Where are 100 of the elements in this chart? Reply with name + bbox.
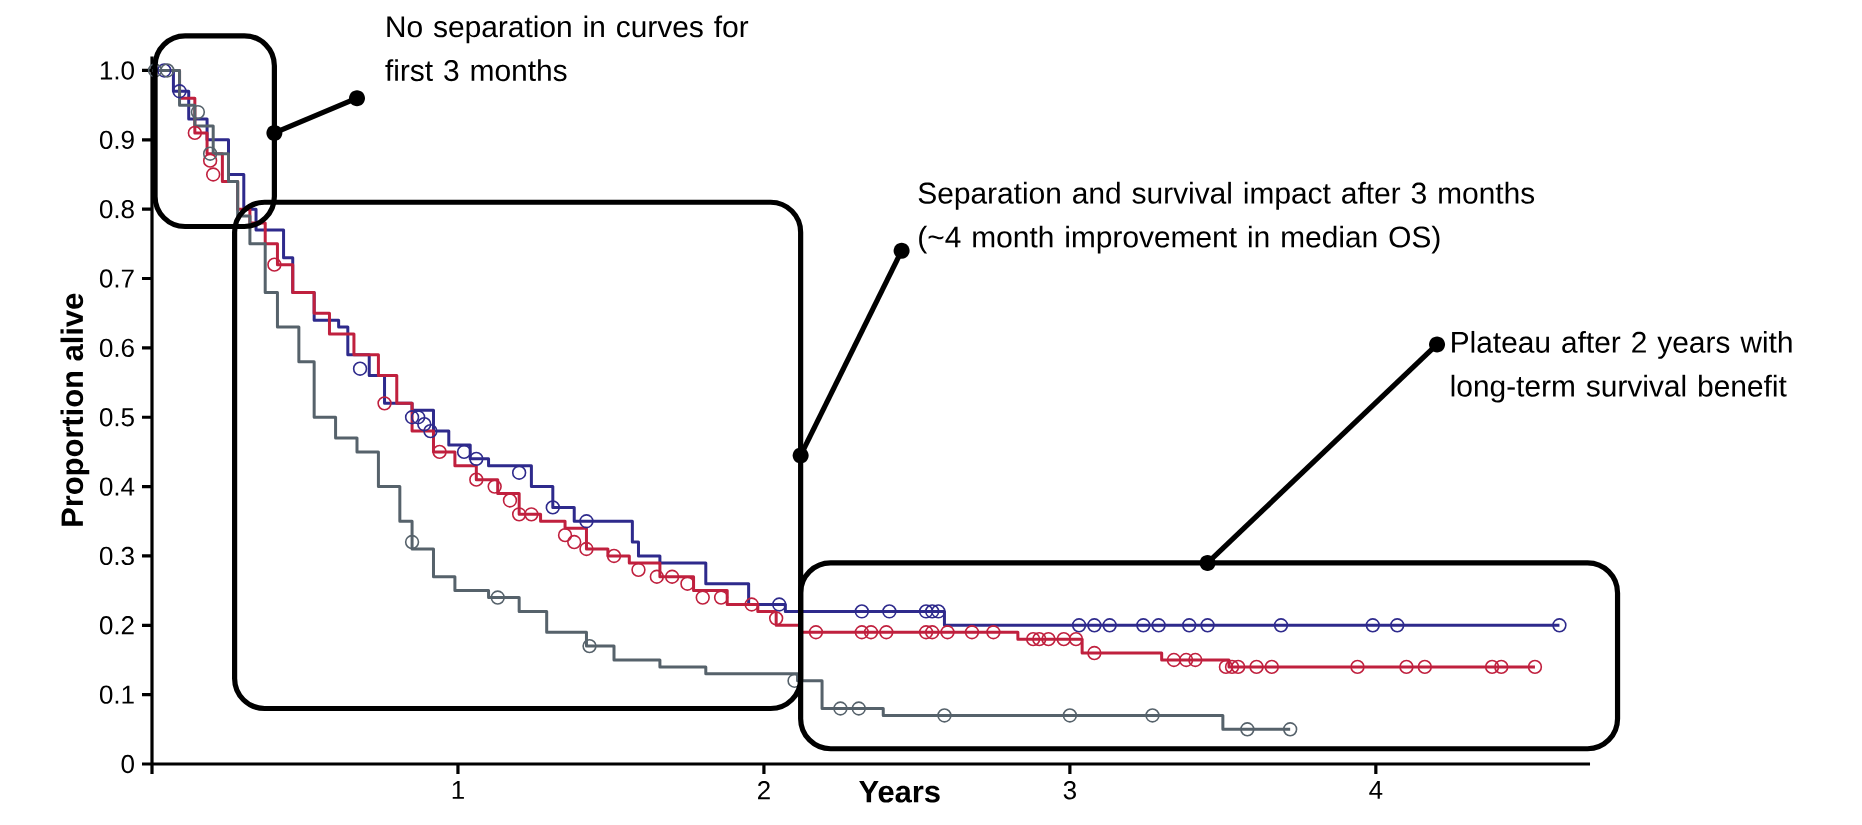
point	[511, 465, 527, 480]
point	[469, 451, 484, 467]
point	[854, 604, 870, 619]
point	[1151, 618, 1166, 633]
point	[456, 444, 472, 460]
point	[1025, 631, 1041, 647]
y-tick-label: 1.0	[100, 61, 134, 80]
point	[808, 625, 824, 640]
point	[423, 423, 438, 439]
point	[1218, 659, 1234, 675]
annotation: Plateau after 2 years with long-term survival benefit	[1451, 330, 1792, 403]
x-tick-label: 2	[758, 781, 770, 800]
point	[649, 569, 665, 584]
point	[713, 590, 729, 605]
point	[524, 507, 539, 522]
x-tick-label: 4	[1369, 781, 1383, 799]
point	[937, 708, 952, 723]
point	[490, 590, 505, 605]
point	[205, 167, 221, 182]
y-axis-title: Proportion alive	[60, 293, 90, 526]
point	[147, 63, 163, 78]
point	[1032, 631, 1047, 647]
point	[404, 534, 420, 550]
point	[469, 472, 484, 487]
point	[854, 625, 870, 640]
point	[918, 604, 934, 619]
y-tick-label: 0.9	[99, 130, 134, 149]
point	[190, 104, 206, 120]
point	[1062, 708, 1078, 723]
point	[680, 576, 695, 591]
point	[545, 500, 561, 515]
point	[1365, 618, 1380, 633]
point	[606, 548, 622, 564]
point	[744, 597, 759, 612]
point	[940, 625, 955, 640]
point	[1068, 631, 1084, 647]
point	[879, 625, 894, 640]
point	[377, 396, 392, 411]
point	[1102, 618, 1117, 633]
point	[1494, 659, 1509, 675]
point	[1484, 659, 1500, 675]
point	[931, 604, 946, 619]
point	[1166, 652, 1182, 668]
point	[1399, 659, 1414, 675]
point	[417, 416, 432, 432]
point	[1145, 708, 1160, 723]
point	[1417, 659, 1432, 675]
annotation: Separation and survival impact after 3 months (~4 month improvement in median OS)	[918, 181, 1535, 254]
point	[1087, 645, 1102, 661]
point	[1282, 722, 1298, 737]
point	[1350, 659, 1365, 675]
point	[1188, 652, 1203, 668]
point	[1527, 659, 1543, 675]
y-tick-label: 0.2	[99, 616, 134, 635]
point	[772, 597, 787, 612]
y-tick-label: 0	[121, 754, 134, 774]
y-tick-label: 0.5	[99, 408, 134, 427]
point	[352, 361, 368, 376]
x-axis-title: Years	[859, 781, 940, 803]
y-tick-label: 0.3	[99, 546, 134, 566]
point	[1390, 618, 1405, 633]
point	[833, 701, 848, 716]
point	[579, 514, 594, 529]
point	[1230, 659, 1246, 675]
point	[882, 604, 897, 619]
x-tick-label: 3	[1063, 781, 1076, 800]
point	[918, 625, 934, 640]
point	[410, 410, 426, 425]
point	[557, 527, 573, 543]
y-tick-label: 0.7	[99, 269, 134, 288]
point	[582, 638, 597, 654]
point	[502, 493, 518, 508]
point	[1552, 618, 1567, 633]
y-tick-label: 0.6	[99, 338, 134, 358]
point	[863, 625, 879, 640]
point	[172, 84, 187, 99]
point	[511, 507, 527, 522]
point	[202, 146, 218, 161]
point	[1041, 631, 1056, 647]
point	[1249, 659, 1264, 675]
point	[925, 625, 940, 640]
y-tick-label: 0.1	[99, 685, 134, 704]
point	[187, 125, 203, 141]
point	[1273, 618, 1289, 633]
y-tick-label: 0.8	[99, 199, 134, 219]
annotation: No separation in curves for first 3 months	[385, 15, 749, 82]
y-tick-label: 0.4	[99, 477, 135, 496]
point	[1240, 722, 1255, 737]
point	[202, 153, 218, 168]
point	[925, 604, 940, 619]
point	[1136, 618, 1151, 633]
point	[267, 257, 282, 272]
point	[964, 625, 980, 640]
point	[567, 534, 582, 550]
point	[1182, 618, 1197, 633]
point	[1200, 618, 1215, 633]
point	[432, 444, 447, 460]
point	[1224, 659, 1240, 675]
point	[986, 625, 1001, 640]
point	[1264, 659, 1280, 675]
